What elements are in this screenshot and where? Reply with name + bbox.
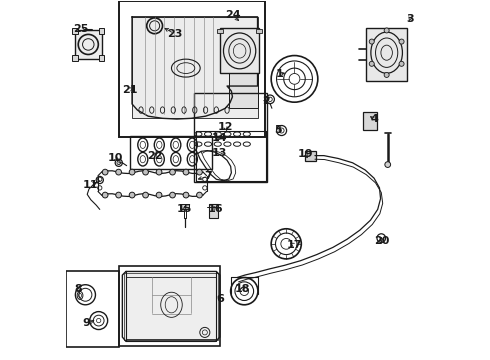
Circle shape (369, 61, 374, 66)
Text: 4: 4 (370, 114, 378, 124)
Circle shape (183, 192, 189, 198)
Bar (194, 93, 267, 182)
Bar (218, 29, 223, 33)
Text: 9: 9 (82, 319, 91, 328)
Bar (72, 28, 77, 34)
Bar (119, 266, 220, 346)
Text: 12: 12 (218, 122, 233, 132)
Text: 11: 11 (83, 180, 98, 190)
Text: 10: 10 (107, 153, 123, 163)
Bar (305, 150, 316, 161)
Circle shape (196, 169, 202, 175)
Bar (366, 28, 408, 81)
Text: 13: 13 (212, 148, 227, 158)
Text: 1: 1 (275, 69, 283, 79)
Circle shape (129, 192, 135, 198)
Circle shape (116, 192, 122, 198)
Text: 14: 14 (211, 133, 227, 143)
Bar (129, 136, 212, 169)
Bar (256, 29, 262, 33)
Circle shape (399, 39, 404, 44)
Circle shape (143, 192, 148, 198)
Circle shape (156, 192, 162, 198)
Bar (229, 65, 258, 108)
Bar (66, 271, 119, 347)
Bar (119, 1, 265, 137)
Circle shape (183, 169, 189, 175)
Text: 25: 25 (74, 24, 89, 34)
Text: 3: 3 (406, 14, 414, 24)
Text: 6: 6 (216, 294, 224, 304)
Circle shape (384, 28, 389, 33)
Bar (132, 17, 258, 118)
Text: 17: 17 (287, 240, 302, 250)
Bar (99, 55, 104, 60)
Bar (363, 112, 377, 130)
Text: 19: 19 (297, 149, 313, 159)
Circle shape (102, 169, 108, 175)
Bar (209, 204, 218, 218)
Text: 2: 2 (262, 96, 270, 106)
Text: 16: 16 (208, 204, 223, 215)
Text: 23: 23 (167, 29, 182, 39)
Bar (220, 28, 259, 73)
Bar (99, 28, 104, 34)
Bar (180, 204, 190, 209)
Text: 20: 20 (374, 236, 390, 246)
Text: 21: 21 (122, 85, 137, 95)
Circle shape (196, 192, 202, 198)
Text: 18: 18 (235, 284, 250, 294)
Circle shape (116, 169, 122, 175)
Circle shape (156, 169, 162, 175)
Text: 7: 7 (204, 171, 212, 181)
Bar (74, 30, 102, 59)
Text: 15: 15 (176, 204, 192, 215)
Text: 24: 24 (224, 10, 240, 20)
Circle shape (385, 162, 391, 167)
Text: 22: 22 (147, 150, 162, 161)
Circle shape (129, 169, 135, 175)
Circle shape (369, 39, 374, 44)
Bar (124, 273, 218, 340)
Circle shape (170, 169, 175, 175)
Circle shape (143, 169, 148, 175)
Circle shape (399, 61, 404, 66)
Text: 8: 8 (74, 284, 82, 294)
Circle shape (102, 192, 108, 198)
Text: 5: 5 (274, 125, 282, 135)
Circle shape (384, 72, 389, 77)
Bar (72, 55, 77, 60)
Circle shape (170, 192, 175, 198)
